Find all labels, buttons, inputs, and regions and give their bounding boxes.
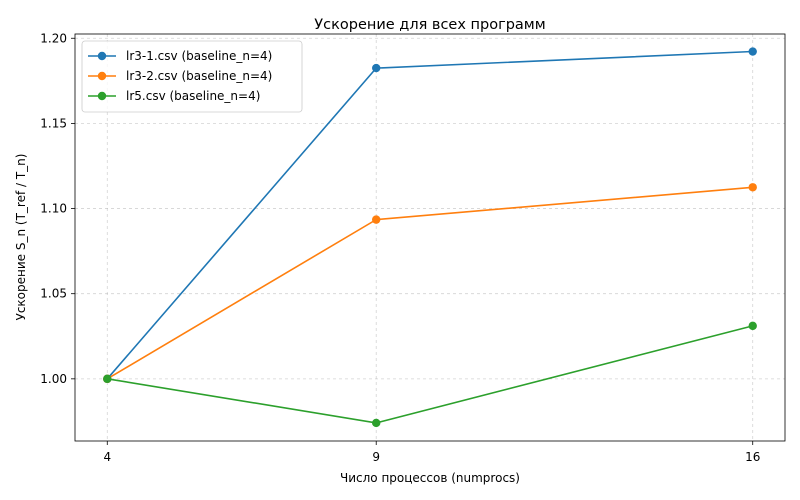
x-tick-label: 4 xyxy=(103,450,111,464)
legend-swatch-marker xyxy=(97,71,107,81)
legend-item: lr3-1.csv (baseline_n=4) xyxy=(88,49,272,63)
legend-label: lr3-2.csv (baseline_n=4) xyxy=(126,69,272,83)
legend-frame xyxy=(81,40,303,113)
series-group xyxy=(103,47,757,428)
data-point xyxy=(748,47,757,56)
legend-label: lr3-1.csv (baseline_n=4) xyxy=(126,49,272,63)
series-line xyxy=(107,325,753,424)
data-point xyxy=(372,215,381,224)
legend-swatch-marker xyxy=(97,91,107,101)
data-point xyxy=(103,374,112,384)
data-point xyxy=(748,183,757,192)
legend: lr3-1.csv (baseline_n=4) lr3-2.csv (basel… xyxy=(81,40,303,113)
x-axis: 4 9 16 xyxy=(103,441,760,464)
data-point xyxy=(748,321,757,331)
chart-title: Ускорение для всех программ xyxy=(314,17,545,33)
y-tick-label: 1.00 xyxy=(40,372,67,386)
y-tick-label: 1.15 xyxy=(40,116,67,130)
series-3 xyxy=(103,321,757,428)
y-tick-label: 1.20 xyxy=(40,31,67,45)
x-tick-label: 9 xyxy=(372,450,380,464)
series-2 xyxy=(103,183,757,384)
legend-item: lr3-2.csv (baseline_n=4) xyxy=(88,69,272,83)
plot-frame xyxy=(74,33,786,442)
legend-item: lr5.csv (baseline_n=4) xyxy=(88,89,260,103)
y-axis: 1.00 1.05 1.10 1.15 1.20 xyxy=(40,31,75,386)
data-point xyxy=(372,63,381,73)
y-axis-label: Ускорение S_n (T_ref / T_n) xyxy=(14,154,28,321)
x-tick-label: 16 xyxy=(745,450,760,464)
legend-swatch-marker xyxy=(97,51,107,61)
data-point xyxy=(372,418,381,428)
legend-label: lr5.csv (baseline_n=4) xyxy=(126,89,260,103)
y-tick-label: 1.05 xyxy=(40,287,67,301)
x-axis-label: Число процессов (numprocs) xyxy=(340,471,520,485)
y-tick-label: 1.10 xyxy=(40,202,67,216)
